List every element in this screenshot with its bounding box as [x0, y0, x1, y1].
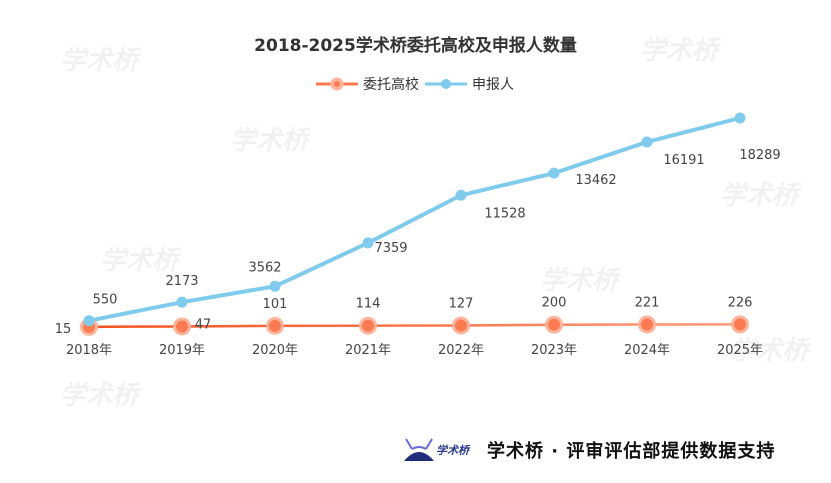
- series-line-0: [88, 323, 741, 329]
- data-label: 226: [728, 295, 753, 310]
- x-tick-label: 2024年: [624, 343, 670, 358]
- x-tick-label: 2025年: [717, 343, 763, 358]
- data-label: 221: [635, 295, 660, 310]
- data-point[interactable]: [362, 237, 374, 249]
- data-label: 200: [542, 296, 567, 311]
- legend-item-institutions[interactable]: 委托高校: [316, 74, 419, 94]
- data-label: 101: [263, 297, 288, 312]
- data-point[interactable]: [455, 319, 467, 332]
- data-label: 2173: [165, 274, 198, 289]
- data-label: 16191: [663, 153, 704, 168]
- chart-title: 2018-2025学术桥委托高校及申报人数量: [254, 36, 577, 56]
- x-tick-label: 2019年: [159, 343, 205, 358]
- legend-swatch-institutions: [316, 77, 358, 91]
- data-label: 15: [55, 322, 72, 337]
- x-tick-label: 2018年: [66, 343, 112, 358]
- x-tick-label: 2022年: [438, 343, 484, 358]
- data-point[interactable]: [734, 318, 746, 331]
- data-label: 18289: [739, 148, 780, 163]
- data-point[interactable]: [83, 315, 95, 327]
- data-point[interactable]: [269, 280, 281, 292]
- data-label: 114: [356, 297, 381, 312]
- data-label: 13462: [575, 173, 616, 188]
- data-point[interactable]: [641, 136, 653, 148]
- legend-item-applicants[interactable]: 申报人: [425, 74, 514, 94]
- data-point[interactable]: [362, 319, 374, 332]
- legend-swatch-applicants: [425, 79, 467, 89]
- data-point[interactable]: [176, 296, 188, 308]
- data-credit: 学术桥 · 评审评估部提供数据支持: [487, 441, 776, 462]
- legend-label: 申报人: [472, 77, 514, 93]
- data-point[interactable]: [269, 319, 281, 332]
- data-point[interactable]: [176, 320, 188, 333]
- footer: 学术桥 学术桥 · 评审评估部提供数据支持: [402, 435, 775, 465]
- data-point[interactable]: [548, 318, 560, 331]
- acabridge-logo: 学术桥: [402, 435, 469, 465]
- data-label: 3562: [248, 260, 281, 275]
- data-point[interactable]: [641, 318, 653, 331]
- x-tick-label: 2023年: [531, 343, 577, 358]
- data-point[interactable]: [548, 167, 560, 179]
- data-label: 47: [195, 317, 212, 332]
- x-tick-label: 2021年: [345, 343, 391, 358]
- legend-label: 委托高校: [363, 77, 419, 93]
- data-label: 11528: [484, 206, 525, 221]
- series-line-1: [88, 116, 741, 323]
- data-point[interactable]: [734, 112, 746, 124]
- data-label: 7359: [374, 241, 407, 256]
- bridge-logo-icon: [404, 438, 434, 461]
- data-point[interactable]: [455, 189, 467, 201]
- data-label: 550: [93, 293, 118, 308]
- logo-text: 学术桥: [436, 444, 469, 457]
- data-label: 127: [449, 297, 474, 312]
- x-tick-label: 2020年: [252, 343, 298, 358]
- legend: 委托高校 申报人: [316, 74, 520, 94]
